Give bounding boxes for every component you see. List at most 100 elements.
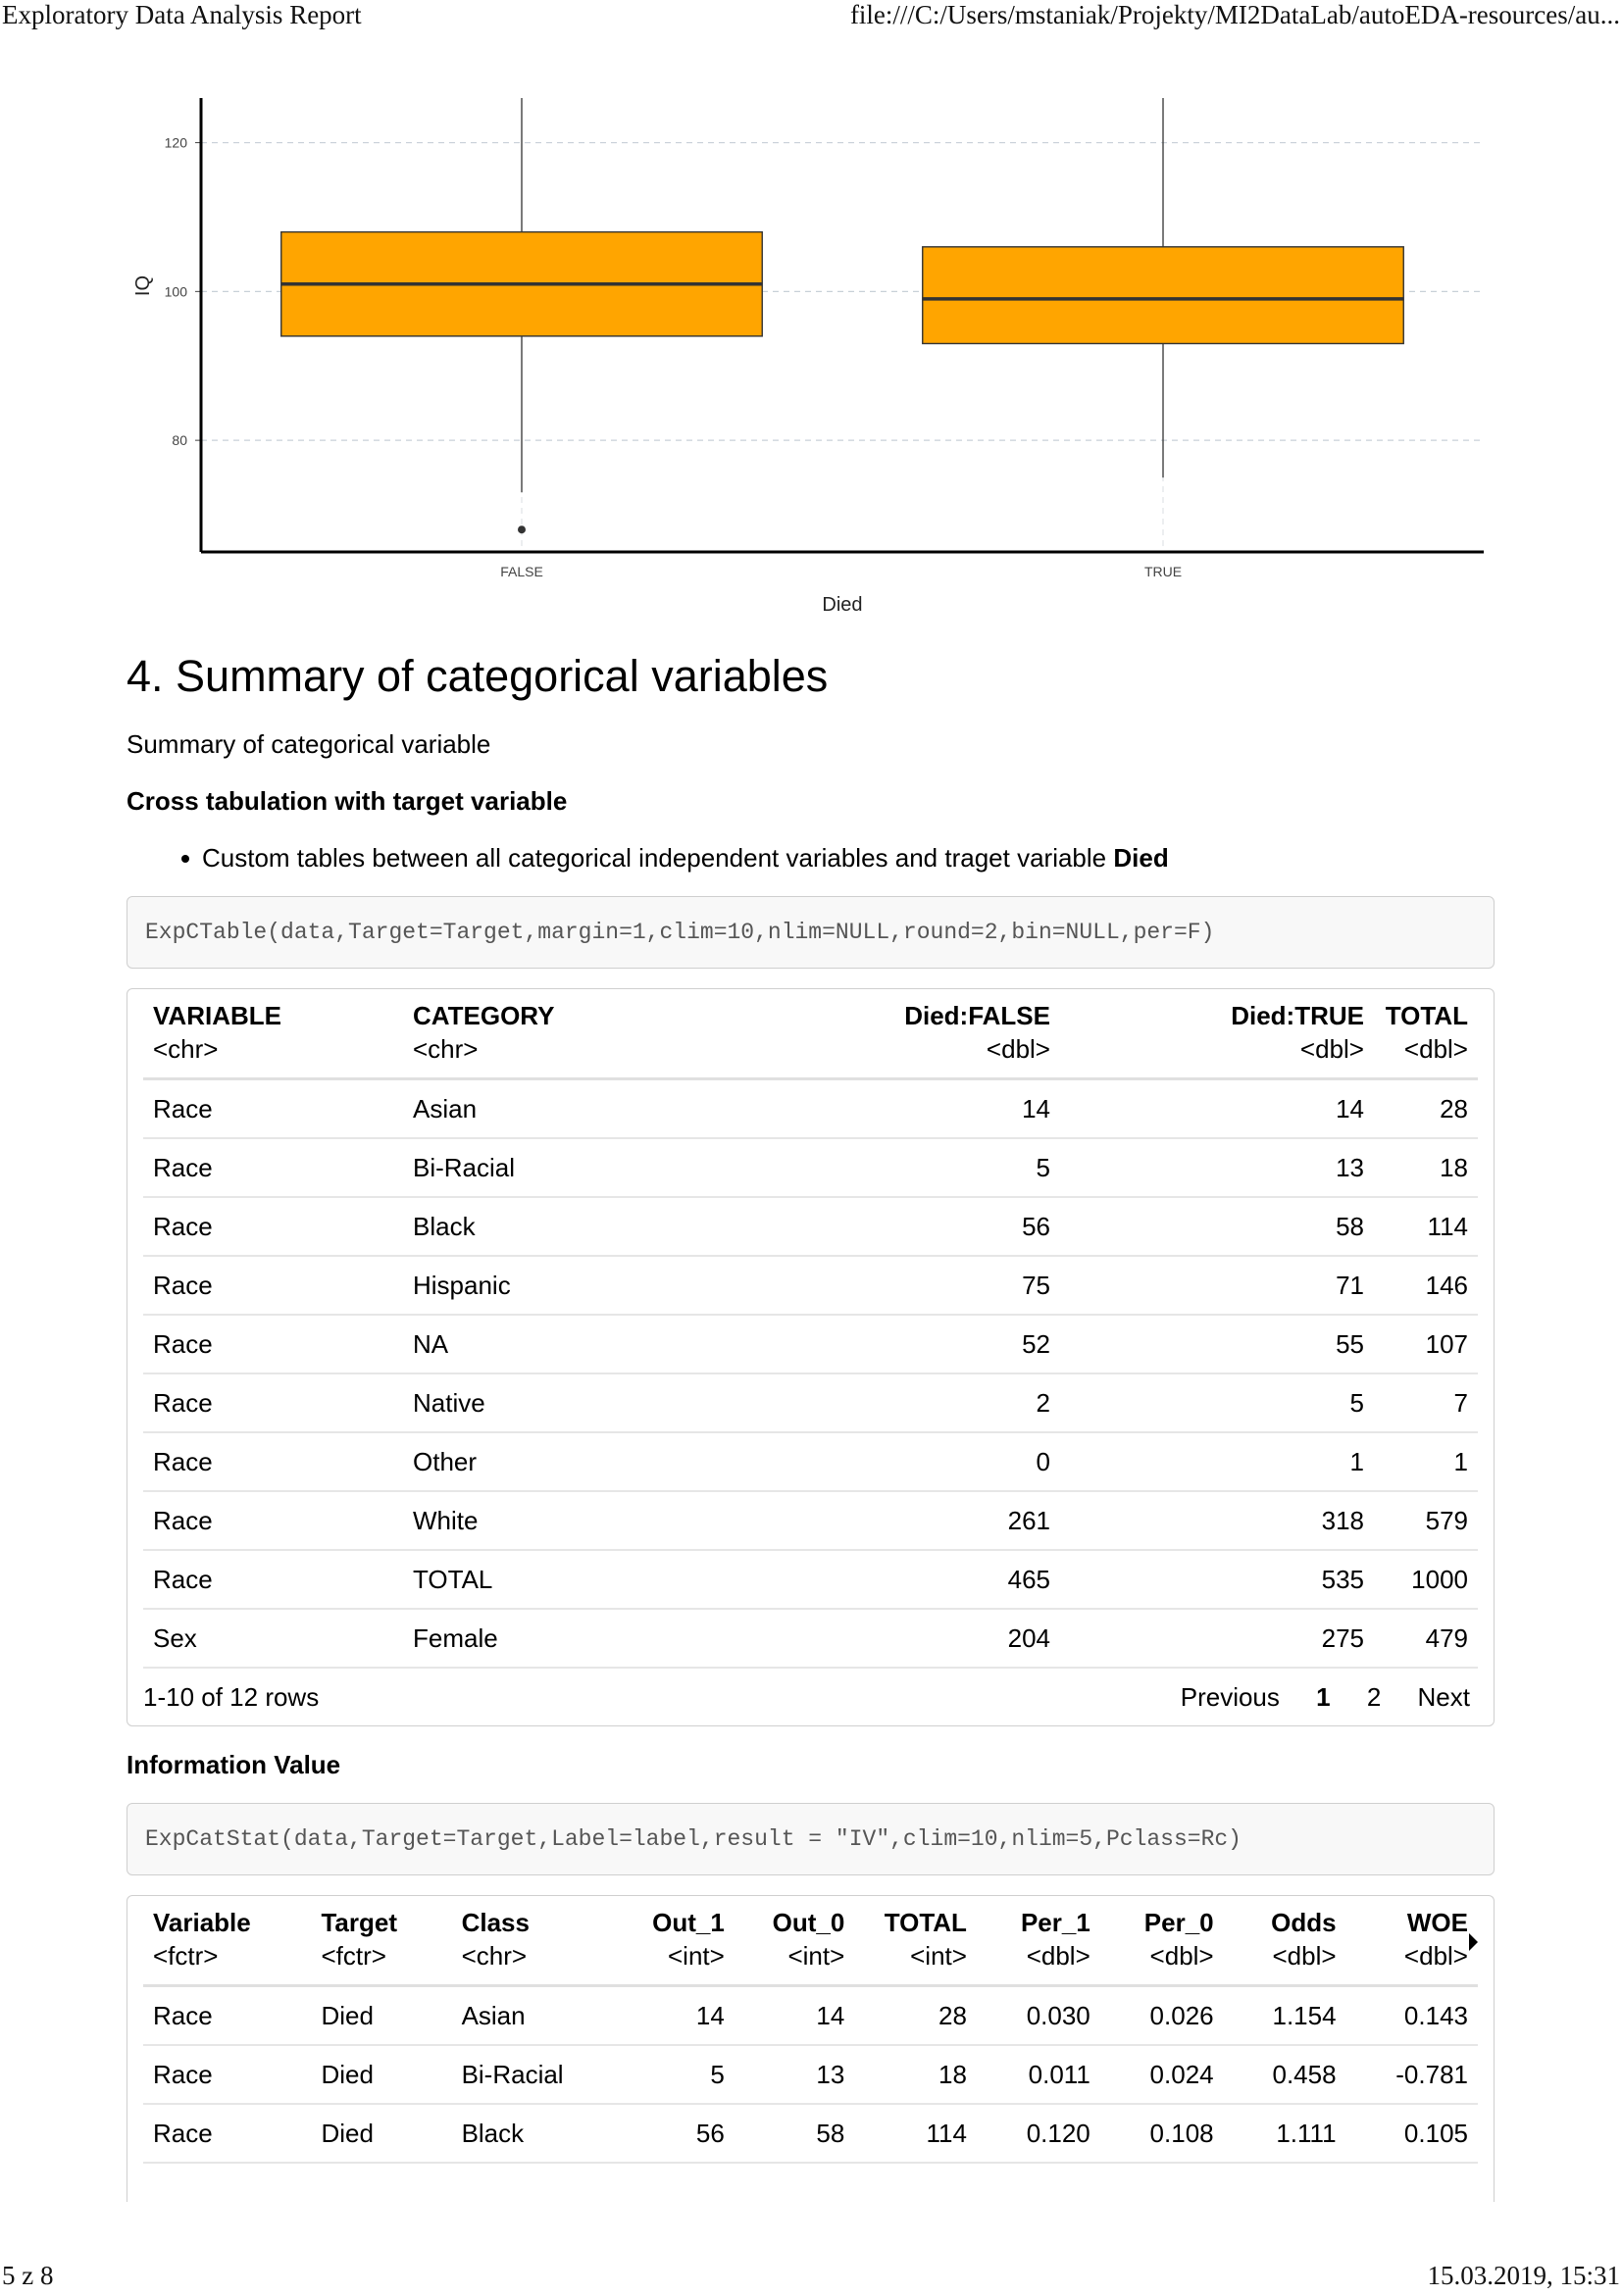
y-tick-label: 80 <box>172 432 187 448</box>
table-cell: Race <box>143 1315 403 1374</box>
column-header[interactable]: Died:TRUE <box>1231 1001 1364 1030</box>
table-cell: 0.108 <box>1099 2104 1224 2164</box>
table-cell: 5 <box>1060 1373 1374 1433</box>
more-columns-arrow-icon[interactable] <box>1469 1933 1478 1951</box>
column-header[interactable]: Per_0 <box>1143 1908 1214 1937</box>
table-cell: Race <box>143 2104 312 2164</box>
table-cell: 14 <box>622 1985 735 2046</box>
table-cell: 479 <box>1374 1609 1478 1669</box>
table-cell: 204 <box>835 1609 1060 1669</box>
row-count-info: 1-10 of 12 rows <box>143 1682 320 1712</box>
x-tick-label: FALSE <box>500 564 543 579</box>
table-cell: 0.024 <box>1099 2045 1224 2105</box>
table-cell: 14 <box>835 1078 1060 1139</box>
table-cell: Race <box>143 1138 403 1198</box>
column-type: <dbl> <box>835 1032 1060 1080</box>
table-cell: Died <box>311 2104 452 2164</box>
table-cell: Native <box>403 1373 835 1433</box>
table-cell: 261 <box>835 1491 1060 1551</box>
column-header[interactable]: Per_1 <box>1020 1908 1090 1937</box>
table-cell: 0.105 <box>1345 2104 1478 2164</box>
column-header[interactable]: Class <box>461 1908 530 1937</box>
table-cell: 579 <box>1374 1491 1478 1551</box>
column-type: <int> <box>734 1939 855 1987</box>
table-row: Race Died Bi-Racial 5 13 18 0.011 0.024 0.458 -0.… <box>143 2045 1478 2105</box>
column-header[interactable]: VARIABLE <box>153 1001 281 1030</box>
y-axis-title: IQ <box>132 275 154 296</box>
table-cell: 56 <box>622 2104 735 2164</box>
crosstab-pagination: 1-10 of 12 rows Previous 1 2 Next <box>143 1669 1478 1725</box>
table-cell: Died <box>311 1985 452 2046</box>
column-header[interactable]: TOTAL <box>884 1908 967 1937</box>
table-row: Race Died Black 56 58 114 0.120 0.108 1.111 0.105 <box>143 2104 1478 2164</box>
table-row: Race Asian 14 14 28 <box>143 1078 1478 1139</box>
column-header[interactable]: Died:FALSE <box>904 1001 1050 1030</box>
next-page-link[interactable]: Next <box>1417 1682 1470 1712</box>
table-cell: 71 <box>1060 1256 1374 1316</box>
table-row: Race Hispanic 75 71 146 <box>143 1256 1478 1316</box>
table-cell: 14 <box>734 1985 855 2046</box>
print-datetime: 15.03.2019, 15:31 <box>1427 2261 1620 2290</box>
table-cell: Black <box>451 2104 623 2164</box>
outlier-point <box>518 525 526 534</box>
table-cell: 5 <box>835 1138 1060 1198</box>
column-type: <int> <box>854 1939 977 1987</box>
table-cell: 107 <box>1374 1315 1478 1374</box>
table-cell: NA <box>403 1315 835 1374</box>
x-axis-title: Died <box>822 594 862 616</box>
bullet-icon <box>181 855 189 863</box>
table-cell: Race <box>143 1078 403 1139</box>
print-footer: 5 z 8 15.03.2019, 15:31 <box>0 2261 1622 2296</box>
column-header[interactable]: Out_1 <box>652 1908 725 1937</box>
table-cell: 1.111 <box>1223 2104 1346 2164</box>
box-true <box>922 246 1404 345</box>
page-2-link[interactable]: 2 <box>1366 1682 1382 1712</box>
bullet-text: Custom tables between all categorical in… <box>202 843 1114 873</box>
table-cell: -0.781 <box>1345 2045 1478 2105</box>
table-cell: 0.011 <box>976 2045 1100 2105</box>
column-type: <fctr> <box>143 1939 312 1987</box>
table-cell: Bi-Racial <box>403 1138 835 1198</box>
y-tick-label: 120 <box>165 135 188 151</box>
column-type: <chr> <box>403 1032 835 1080</box>
column-header[interactable]: CATEGORY <box>413 1001 555 1030</box>
table-cell: 13 <box>734 2045 855 2105</box>
page-number: 5 z 8 <box>2 2261 54 2290</box>
x-tick-label: TRUE <box>1144 564 1182 579</box>
column-header[interactable]: Odds <box>1271 1908 1337 1937</box>
table-row: Sex Female 204 275 479 <box>143 1609 1478 1669</box>
table-cell: Asian <box>403 1078 835 1139</box>
table-cell: 2 <box>835 1373 1060 1433</box>
column-type: <dbl> <box>1099 1939 1224 1987</box>
table-row: Race TOTAL 465 535 1000 <box>143 1550 1478 1610</box>
table-cell: 14 <box>1060 1078 1374 1139</box>
table-cell: 1000 <box>1374 1550 1478 1610</box>
iv-table-container: Variable Target Class Out_1 Out_0 TOTAL Per_1 P… <box>127 1895 1495 2202</box>
table-cell: 535 <box>1060 1550 1374 1610</box>
column-header[interactable]: Variable <box>153 1908 251 1937</box>
table-cell: 114 <box>1374 1197 1478 1257</box>
table-cell: 18 <box>1374 1138 1478 1198</box>
code-block-exp-ctable: ExpCTable(data,Target=Target,margin=1,cl… <box>127 896 1495 969</box>
column-header[interactable]: Target <box>321 1908 397 1937</box>
table-cell: Sex <box>143 1609 403 1669</box>
column-header[interactable]: Out_0 <box>772 1908 845 1937</box>
table-cell: 28 <box>1374 1078 1478 1139</box>
table-cell: 7 <box>1374 1373 1478 1433</box>
column-type: <dbl> <box>1345 1939 1478 1987</box>
table-cell: 1.154 <box>1223 1985 1346 2046</box>
iv-heading: Information Value <box>127 1750 341 1779</box>
crosstab-heading: Cross tabulation with target variable <box>127 786 568 816</box>
column-type: <chr> <box>451 1939 623 1987</box>
table-cell: Bi-Racial <box>451 2045 623 2105</box>
document-title: Exploratory Data Analysis Report <box>2 0 362 29</box>
previous-page-link[interactable]: Previous <box>1180 1682 1280 1712</box>
table-cell: 18 <box>854 2045 977 2105</box>
column-header[interactable]: WOE <box>1406 1908 1468 1937</box>
print-header: Exploratory Data Analysis Report file://… <box>0 0 1622 35</box>
table-cell: Died <box>311 2045 452 2105</box>
table-cell: Female <box>403 1609 835 1669</box>
column-header[interactable]: TOTAL <box>1385 1001 1468 1030</box>
page-1-link[interactable]: 1 <box>1316 1682 1331 1712</box>
table-cell: 0.458 <box>1223 2045 1346 2105</box>
